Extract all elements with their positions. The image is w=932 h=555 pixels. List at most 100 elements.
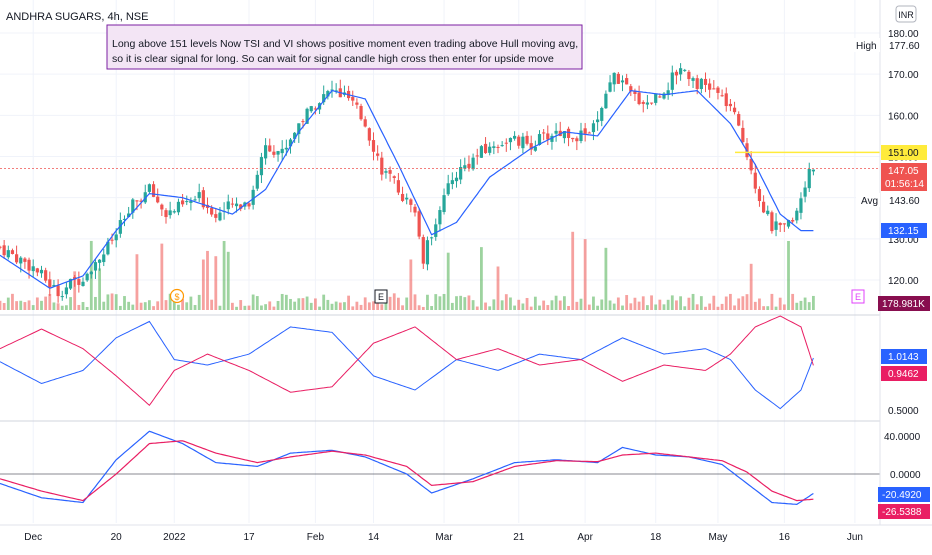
- candle-body: [475, 155, 479, 157]
- candle-body: [48, 279, 52, 288]
- candle-body: [587, 132, 591, 134]
- volume-bar: [517, 299, 521, 310]
- dividend-marker[interactable]: $: [169, 288, 185, 304]
- volume-bar: [152, 306, 155, 310]
- time-axis-label: Apr: [577, 532, 593, 543]
- volume-bar: [596, 305, 599, 310]
- volume-bar: [347, 295, 350, 310]
- candle-body: [247, 203, 251, 207]
- volume-bar: [525, 297, 529, 310]
- candle-body: [525, 135, 529, 144]
- candle-body: [77, 279, 81, 285]
- high-label-text: High: [856, 41, 877, 52]
- volume-bar: [480, 247, 483, 310]
- earnings-marker[interactable]: E: [374, 289, 388, 304]
- volume-bar: [679, 296, 682, 310]
- candle-body: [371, 140, 376, 152]
- volume-bar: [807, 302, 811, 310]
- candle-body: [413, 206, 417, 213]
- candle-body: [334, 90, 338, 92]
- volume-bar: [496, 266, 500, 310]
- volume-bar: [135, 254, 139, 310]
- candle-body: [73, 277, 77, 280]
- volume-bar: [222, 240, 226, 310]
- candle-body: [164, 210, 168, 218]
- candle-body: [68, 278, 73, 289]
- candle-body: [679, 68, 683, 75]
- volume-bar: [509, 297, 512, 310]
- avg-label-text: Avg: [861, 196, 878, 207]
- candle-body: [326, 91, 330, 97]
- volume-bar: [546, 305, 550, 310]
- candle-body: [459, 167, 463, 180]
- volume-value: 178.981K: [882, 299, 925, 310]
- volume-bar: [583, 239, 587, 310]
- candle-body: [550, 135, 554, 142]
- volume-bar: [683, 306, 687, 310]
- volume-bar: [231, 302, 234, 310]
- volume-bar: [504, 294, 508, 310]
- currency-badge[interactable]: INR: [895, 5, 917, 23]
- vi-tick-label: 0.5000: [888, 406, 919, 417]
- tsi-value: -20.4920: [882, 490, 922, 501]
- candle-body: [189, 200, 193, 203]
- volume-bar: [6, 297, 10, 310]
- candle-body: [782, 223, 786, 225]
- time-axis-labels: Dec 20 2022 17 Feb 14 Mar 21 Apr 18 May 16 Jun: [24, 532, 863, 543]
- volume-bar: [434, 294, 438, 310]
- volume-bar: [363, 297, 367, 310]
- candle-body: [575, 138, 579, 142]
- volume-bar: [384, 298, 388, 310]
- candle-body: [201, 190, 205, 208]
- volume-bar: [260, 305, 263, 310]
- candle-body: [135, 200, 139, 202]
- candle-body: [774, 221, 778, 230]
- volume-bar: [658, 299, 662, 310]
- volume-bar: [538, 305, 541, 310]
- volume-bar: [442, 293, 446, 310]
- volume-bar: [351, 306, 355, 310]
- volume-bar: [44, 296, 48, 310]
- high-value: 177.60: [889, 41, 920, 52]
- chart-title: ANDHRA SUGARS, 4h, NSE: [6, 11, 148, 23]
- volume-bar: [264, 304, 267, 310]
- volume-bar: [23, 302, 27, 310]
- time-axis[interactable]: Dec 20 2022 17 Feb 14 Mar 21 Apr 18 May 16 Jun: [0, 524, 932, 543]
- avg-value: 143.60: [889, 196, 920, 207]
- volume-bar: [401, 305, 404, 310]
- candle-body: [762, 201, 766, 213]
- volume-bar: [239, 300, 243, 310]
- price-axis[interactable]: INR 180.00170.00160.00150.00140.00130.00…: [852, 0, 932, 525]
- earnings-marker-upcoming[interactable]: E: [851, 289, 865, 304]
- volume-bar: [704, 306, 707, 310]
- volume-bar: [691, 293, 695, 310]
- high-label: High 177.60: [852, 38, 928, 52]
- volume-bar: [343, 302, 346, 310]
- candle-body: [579, 130, 583, 142]
- candle-body: [425, 240, 430, 265]
- candle-body: [591, 123, 596, 133]
- candle-body: [147, 184, 151, 192]
- candle-body: [272, 151, 276, 155]
- volume-bar: [359, 304, 363, 310]
- candle-body: [786, 220, 791, 227]
- volume-bar: [587, 304, 591, 310]
- volume-bar: [156, 301, 160, 310]
- candle-body: [293, 132, 297, 139]
- candle-body: [716, 87, 720, 93]
- annotation-note[interactable]: Long above 151 levels Now TSI and VI sho…: [106, 24, 583, 70]
- candle-body: [110, 239, 114, 241]
- candle-body: [708, 83, 712, 90]
- time-axis-label: May: [708, 532, 727, 543]
- volume-bar: [625, 295, 629, 310]
- candle-body: [666, 90, 670, 96]
- volume-bar: [571, 231, 575, 310]
- candle-body: [301, 121, 305, 123]
- volume-bar: [558, 300, 562, 310]
- time-axis-label: 2022: [163, 532, 186, 543]
- candle-body: [434, 224, 438, 237]
- volume-bar: [753, 301, 757, 310]
- candle-body: [513, 135, 517, 139]
- volume-bar: [181, 298, 184, 310]
